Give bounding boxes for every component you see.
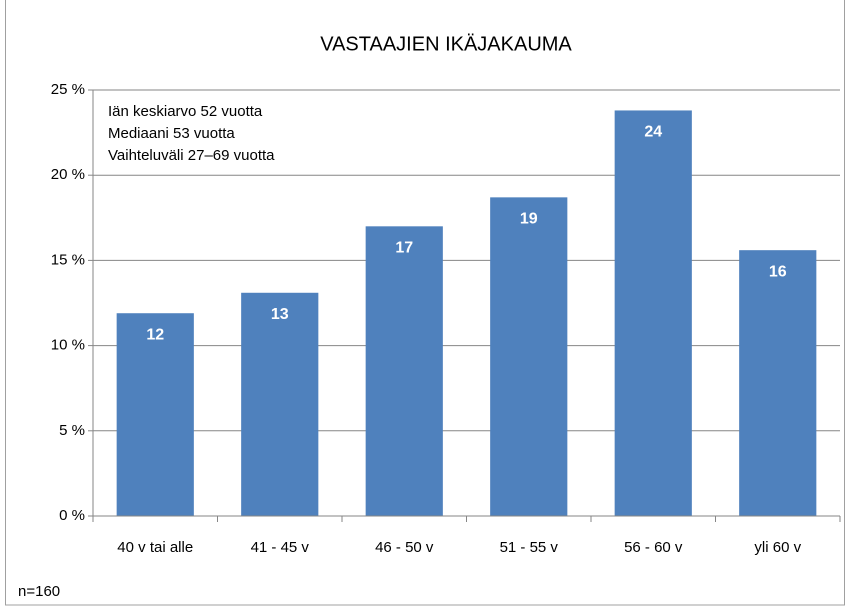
bar <box>739 250 817 516</box>
data-label: 17 <box>395 240 413 257</box>
x-tick-label: yli 60 v <box>754 539 801 556</box>
bar <box>365 226 443 516</box>
bar <box>241 292 319 516</box>
annotation: Iän keskiarvo 52 vuotta <box>108 103 263 120</box>
y-tick-label: 0 % <box>59 507 85 524</box>
chart-title: VASTAAJIEN IKÄJAKAUMA <box>320 33 572 55</box>
annotation: Vaihteluväli 27–69 vuotta <box>108 147 275 164</box>
y-tick-label: 25 % <box>51 81 85 98</box>
annotation: Mediaani 53 vuotta <box>108 125 235 142</box>
x-tick-label: 56 - 60 v <box>624 539 683 556</box>
data-label: 12 <box>146 326 164 343</box>
data-label: 13 <box>271 306 289 323</box>
x-tick-label: 41 - 45 v <box>251 539 310 556</box>
bar <box>116 313 194 516</box>
bar <box>614 110 692 516</box>
data-label: 24 <box>644 124 662 141</box>
bar <box>490 197 568 517</box>
x-tick-label: 51 - 55 v <box>500 539 559 556</box>
data-label: 19 <box>520 211 538 228</box>
y-tick-label: 20 % <box>51 166 85 183</box>
x-tick-label: 46 - 50 v <box>375 539 434 556</box>
data-label: 16 <box>769 263 787 280</box>
y-tick-label: 10 % <box>51 337 85 354</box>
y-tick-label: 15 % <box>51 251 85 268</box>
note: n=160 <box>18 583 60 600</box>
y-tick-label: 5 % <box>59 422 85 439</box>
x-tick-label: 40 v tai alle <box>117 539 193 556</box>
